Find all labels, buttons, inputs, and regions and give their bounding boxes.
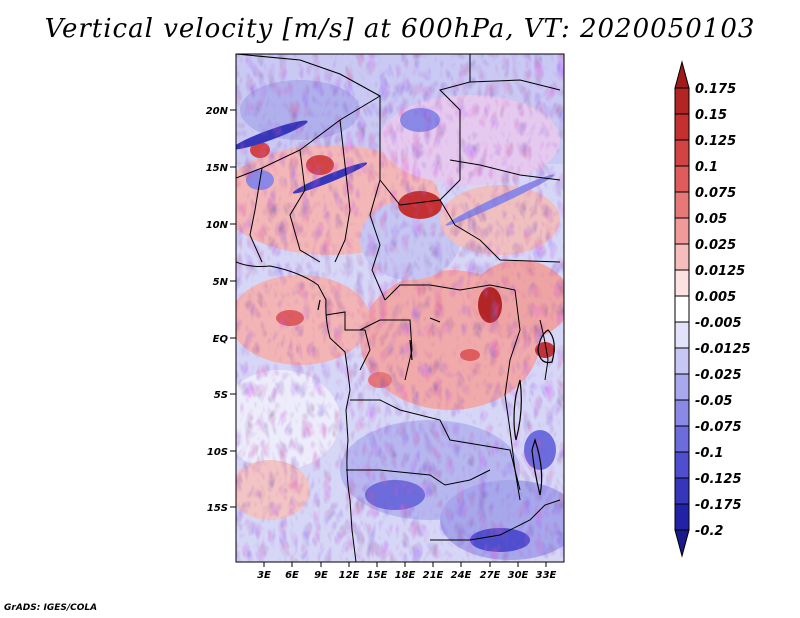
- lon-label: 6E: [285, 570, 299, 581]
- colorbar: 0.175 0.15 0.125 0.1 0.075 0.05 0.025 0.0125 0.0…: [674, 60, 751, 558]
- country-borders: [236, 54, 561, 562]
- lon-label: 12E: [339, 570, 360, 581]
- lat-label: 20N: [206, 106, 229, 117]
- colorbar-swatch: [674, 113, 690, 141]
- colorbar-label: -0.125: [695, 472, 742, 487]
- colorbar-swatch: [674, 529, 690, 558]
- colorbar-label: -0.005: [695, 316, 742, 331]
- colorbar-label: 0.125: [695, 134, 736, 149]
- vertical-velocity-field: [236, 54, 564, 562]
- map-frame: [235, 53, 565, 563]
- colorbar-swatch: [674, 269, 690, 297]
- lakes: [317, 299, 555, 496]
- grads-credit: GrADS: IGES/COLA: [4, 603, 98, 613]
- lon-label: 24E: [451, 570, 472, 581]
- colorbar-label: 0.0125: [695, 264, 745, 279]
- colorbar-swatch: [674, 243, 690, 271]
- colorbar-swatch: [674, 347, 690, 375]
- colorbar-swatch: [674, 295, 690, 323]
- lon-label: 15E: [367, 570, 388, 581]
- colorbar-swatch: [674, 139, 690, 167]
- lat-label: EQ: [213, 334, 229, 345]
- map-title: Vertical velocity [m/s] at 600hPa, VT: 2…: [44, 14, 756, 44]
- lon-label: 3E: [257, 570, 271, 581]
- colorbar-label: -0.075: [695, 420, 742, 435]
- lat-label: 10N: [206, 220, 229, 231]
- colorbar-label: -0.05: [695, 394, 732, 409]
- lat-label: 15S: [207, 503, 228, 514]
- colorbar-label: 0.05: [695, 212, 727, 227]
- lon-label: 21E: [423, 570, 444, 581]
- colorbar-swatch: [674, 60, 690, 89]
- longitude-axis: 3E 6E 9E 12E 15E 18E 21E 24E 27E 30E 33E: [257, 562, 557, 581]
- colorbar-label: -0.1: [695, 446, 723, 461]
- lat-label: 10S: [207, 447, 228, 458]
- colorbar-swatch: [674, 165, 690, 193]
- colorbar-label: -0.025: [695, 368, 742, 383]
- colorbar-swatch: [674, 191, 690, 219]
- colorbar-label: -0.175: [695, 498, 742, 513]
- colorbar-label: 0.025: [695, 238, 736, 253]
- colorbar-label: 0.1: [695, 160, 718, 175]
- lon-label: 30E: [508, 570, 529, 581]
- latitude-axis: 20N 15N 10N 5N EQ 5S 10S 15S: [206, 106, 236, 514]
- lon-label: 9E: [314, 570, 328, 581]
- colorbar-label: 0.15: [695, 108, 727, 123]
- colorbar-swatch: [674, 477, 690, 505]
- colorbar-label: 0.005: [695, 290, 736, 305]
- lat-label: 5S: [214, 390, 228, 401]
- lon-label: 18E: [395, 570, 416, 581]
- lat-label: 5N: [213, 277, 229, 288]
- colorbar-label: -0.0125: [695, 342, 751, 357]
- colorbar-swatch: [674, 373, 690, 401]
- lon-label: 33E: [536, 570, 557, 581]
- lon-label: 27E: [480, 570, 501, 581]
- colorbar-swatch: [674, 425, 690, 453]
- colorbar-label: -0.2: [695, 524, 723, 539]
- colorbar-label: 0.175: [695, 82, 736, 97]
- colorbar-swatch: [674, 451, 690, 479]
- lat-label: 15N: [206, 163, 229, 174]
- colorbar-swatch: [674, 87, 690, 115]
- colorbar-swatch: [674, 503, 690, 531]
- colorbar-swatch: [674, 399, 690, 427]
- colorbar-swatch: [674, 321, 690, 349]
- colorbar-swatch: [674, 217, 690, 245]
- colorbar-label: 0.075: [695, 186, 736, 201]
